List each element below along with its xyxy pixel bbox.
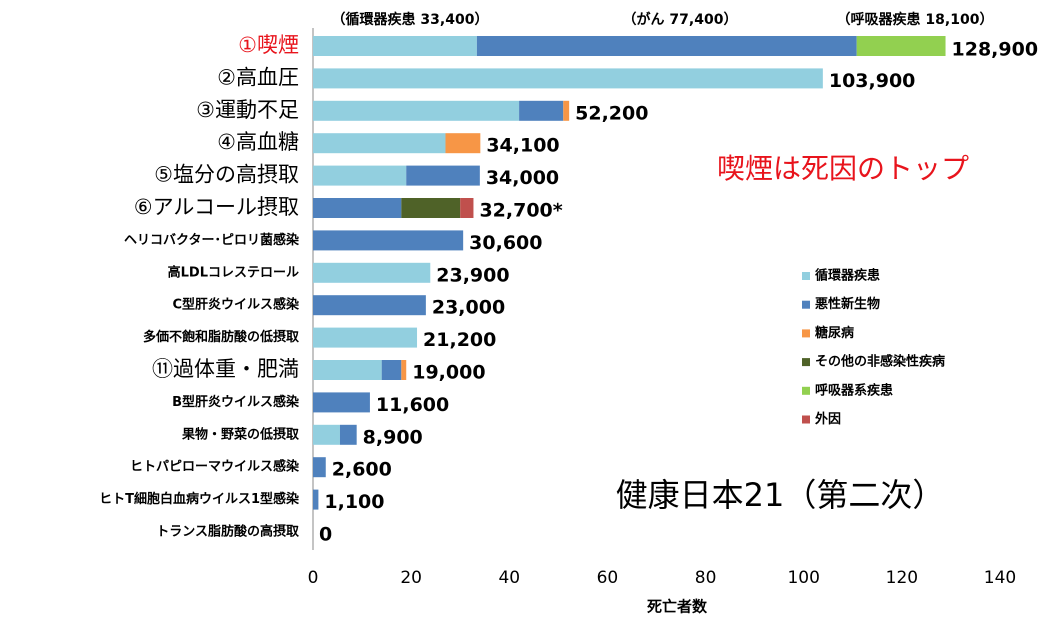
bar-segment	[519, 100, 564, 121]
bar-segment	[313, 489, 319, 510]
value-label: 128,900	[952, 39, 1039, 61]
legend-label: 糖尿病	[815, 325, 854, 341]
bar-segment	[460, 198, 474, 218]
bar-segment	[563, 100, 570, 121]
y-tick-label: ヒトパピローマウイルス感染	[130, 459, 300, 475]
annotation: （呼吸器疾患 18,100）	[837, 11, 994, 28]
legend-label: 循環器疾患	[815, 268, 880, 284]
annotation: 喫煙は死因のトップ	[717, 152, 969, 185]
bar-segment	[313, 392, 370, 413]
x-tick-label: 60	[597, 568, 619, 588]
value-label: 34,000	[486, 167, 559, 189]
legend-label: 悪性新生物	[815, 296, 880, 312]
bar-segment	[313, 165, 407, 186]
value-label: 52,200	[575, 102, 648, 124]
bar-segment	[313, 36, 477, 56]
y-tick-label: 高LDLコレステロール	[168, 264, 299, 280]
value-label: 19,000	[412, 362, 485, 384]
value-label: 21,200	[423, 329, 496, 351]
y-tick-label: ⑤塩分の高摂取	[154, 163, 299, 187]
value-label: 11,600	[376, 394, 449, 416]
y-tick-label: トランス脂肪酸の高摂取	[156, 524, 300, 540]
y-tick-label: ③運動不足	[196, 98, 299, 122]
x-tick-label: 0	[308, 568, 319, 588]
y-tick-label: 多価不飽和脂肪酸の低摂取	[143, 329, 300, 345]
value-label: 30,600	[469, 232, 542, 254]
bar-segment	[313, 327, 418, 348]
bar-segment	[476, 36, 857, 56]
annotation: （循環器疾患 33,400）	[332, 11, 489, 28]
legend-swatch	[802, 272, 810, 280]
bar-segment	[401, 198, 461, 218]
x-tick-label: 80	[695, 568, 717, 588]
annotation: 健康日本21（第二次）	[616, 476, 945, 514]
legend-swatch	[802, 358, 810, 367]
bar-segment	[313, 295, 426, 316]
y-tick-label: 果物・野菜の低摂取	[181, 426, 300, 442]
value-label: 1,100	[324, 491, 384, 513]
bar-segment	[313, 198, 402, 218]
value-label: 0	[319, 524, 332, 546]
x-tick-label: 100	[787, 568, 819, 588]
y-tick-label: B型肝炎ウイルス感染	[172, 394, 300, 410]
legend-label: 外因	[814, 411, 841, 427]
bar-segment	[856, 36, 946, 56]
y-tick-label: ヘリコバクター･ピロリ菌感染	[124, 232, 300, 248]
bar-segment	[445, 133, 481, 154]
value-label: 8,900	[363, 426, 423, 448]
bar-segment	[313, 424, 340, 445]
bar-segment	[313, 230, 464, 251]
legend-swatch	[802, 386, 810, 395]
bar-segment	[313, 457, 326, 478]
bar-segment	[313, 133, 446, 154]
y-tick-label: ②高血圧	[217, 65, 299, 89]
legend-label: その他の非感染性疾病	[815, 354, 945, 370]
y-tick-label: ①喫煙	[238, 33, 299, 57]
y-tick-label: ⑪過体重・肥満	[152, 357, 299, 381]
y-tick-label: C型肝炎ウイルス感染	[172, 297, 300, 313]
y-tick-label: ヒトT細胞白血病ウイルス1型感染	[99, 491, 300, 507]
bar-segment	[339, 424, 357, 445]
legend-swatch	[802, 329, 810, 338]
bar-segment	[406, 165, 480, 186]
bar-segment	[313, 68, 823, 89]
x-axis-label: 死亡者数	[647, 598, 708, 616]
annotation: （がん 77,400）	[623, 11, 738, 28]
value-label: 2,600	[332, 459, 392, 481]
value-label: 23,900	[436, 264, 509, 286]
bar-segment	[381, 360, 402, 380]
y-tick-label: ⑥アルコール摂取	[134, 195, 299, 219]
x-tick-label: 120	[886, 568, 918, 588]
legend-swatch	[802, 300, 810, 309]
bar-segment	[313, 262, 431, 283]
value-label: 34,100	[486, 135, 559, 157]
x-tick-label: 40	[498, 568, 520, 588]
legend-label: 呼吸器系疾患	[815, 382, 893, 398]
x-tick-label: 140	[984, 568, 1016, 588]
bar-segment	[313, 100, 520, 121]
x-tick-label: 20	[400, 568, 422, 588]
y-tick-label: ④高血糖	[217, 130, 299, 154]
value-label: 103,900	[829, 70, 916, 92]
bar-segment	[313, 360, 382, 380]
value-label: 32,700*	[479, 200, 562, 222]
legend-swatch	[802, 415, 810, 424]
bar-segment	[401, 360, 407, 380]
value-label: 23,000	[432, 297, 505, 319]
